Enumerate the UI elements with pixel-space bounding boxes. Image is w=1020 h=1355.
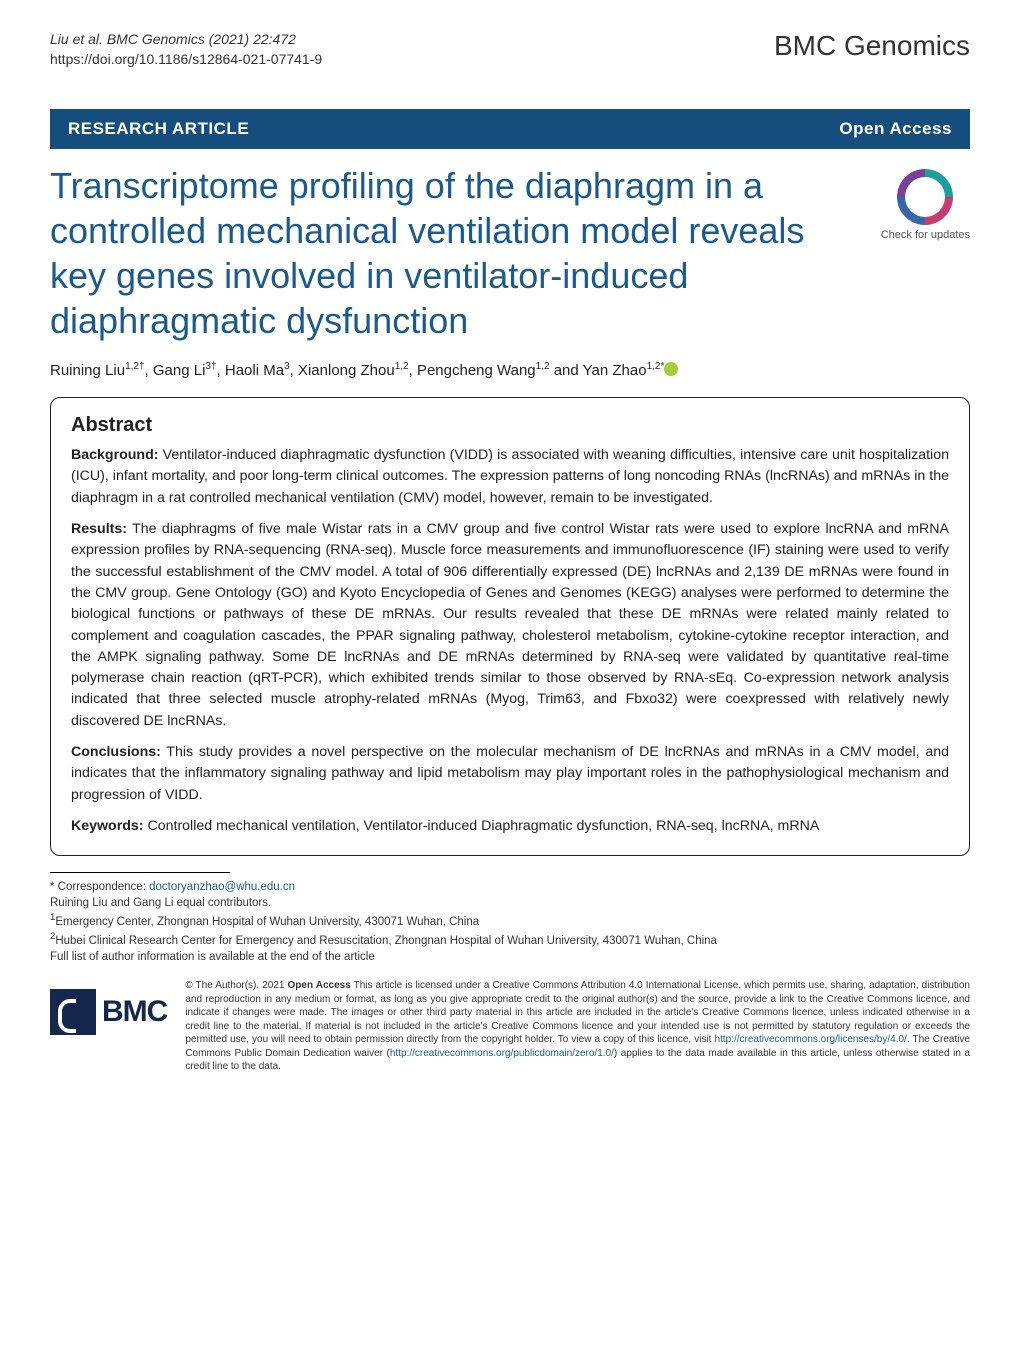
citation-line-1: Liu et al. BMC Genomics (2021) 22:472 [50,31,296,47]
correspondence-email[interactable]: doctoryanzhao@whu.edu.cn [149,881,295,893]
bmc-logo: BMC [50,979,167,1035]
correspondence-block: * Correspondence: doctoryanzhao@whu.edu.… [50,872,970,965]
abstract-conclusions: Conclusions: This study provides a novel… [71,742,949,806]
license-row: BMC © The Author(s). 2021 Open Access Th… [50,979,970,1074]
keywords-line: Keywords: Controlled mechanical ventilat… [71,816,949,837]
license-open-access: Open Access [288,980,351,991]
keywords-text: Controlled mechanical ventilation, Venti… [144,818,820,834]
orcid-icon[interactable] [664,362,678,376]
footnote-rule [50,872,230,873]
citation-doi: https://doi.org/10.1186/s12864-021-07741… [50,51,322,67]
background-label: Background: [71,447,159,463]
equal-contrib: Ruining Liu and Gang Li equal contributo… [50,897,271,909]
license-link-cc[interactable]: http://creativecommons.org/licenses/by/4… [715,1034,907,1045]
results-text: The diaphragms of five male Wistar rats … [71,521,949,729]
abstract-box: Abstract Background: Ventilator-induced … [50,397,970,856]
license-text: © The Author(s). 2021 Open Access This a… [185,979,970,1074]
article-type-bar: RESEARCH ARTICLE Open Access [50,109,970,149]
license-link-pd[interactable]: http://creativecommons.org/publicdomain/… [390,1048,614,1059]
abstract-heading: Abstract [71,414,949,437]
conclusions-text: This study provides a novel perspective … [71,744,949,803]
results-label: Results: [71,521,127,537]
open-access-label: Open Access [839,119,952,139]
abstract-background: Background: Ventilator-induced diaphragm… [71,445,949,509]
journal-logo: BMC Genomics [774,30,970,62]
full-author-list-note: Full list of author information is avail… [50,951,375,963]
background-text: Ventilator-induced diaphragmatic dysfunc… [71,447,949,506]
check-updates-label: Check for updates [881,229,970,241]
affiliation-1: 1Emergency Center, Zhongnan Hospital of … [50,916,479,928]
keywords-label: Keywords: [71,818,144,834]
correspondence-label: * Correspondence: [50,881,149,893]
crossmark-icon [886,158,965,237]
header-row: Liu et al. BMC Genomics (2021) 22:472 ht… [50,30,970,69]
article-type-label: RESEARCH ARTICLE [68,119,249,139]
affiliation-2: 2Hubei Clinical Research Center for Emer… [50,935,717,947]
bmc-text: BMC [102,995,167,1029]
license-prefix: © The Author(s). 2021 [185,980,287,991]
conclusions-label: Conclusions: [71,744,161,760]
abstract-results: Results: The diaphragms of five male Wis… [71,519,949,732]
check-updates-badge[interactable]: Check for updates [881,163,970,241]
author-list: Ruining Liu1,2†, Gang Li3†, Haoli Ma3, X… [50,361,970,379]
article-title: Transcriptome profiling of the diaphragm… [50,163,850,343]
bmc-mark-icon [50,989,96,1035]
citation-block: Liu et al. BMC Genomics (2021) 22:472 ht… [50,30,322,69]
title-block: Transcriptome profiling of the diaphragm… [50,163,970,343]
